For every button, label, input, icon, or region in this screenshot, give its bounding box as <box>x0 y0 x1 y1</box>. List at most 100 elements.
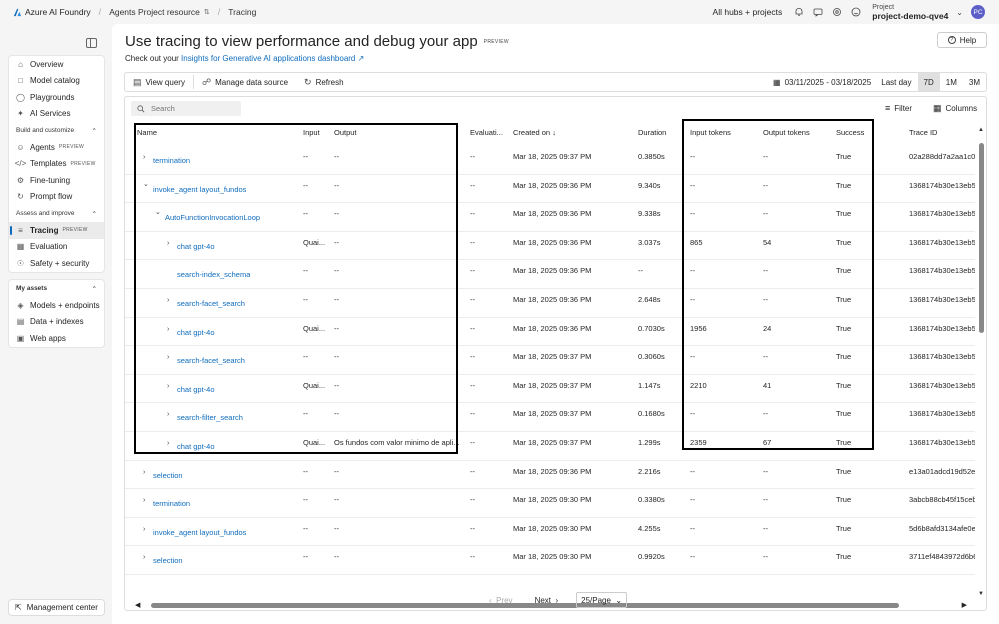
search-box[interactable] <box>131 101 241 116</box>
avatar[interactable]: PC <box>971 5 985 19</box>
table-row[interactable]: ⌄ AutoFunctionInvocationLoop -- -- -- Mar 18,… <box>125 203 975 232</box>
chevron-right-icon[interactable]: › <box>167 239 170 247</box>
header-output[interactable]: Output <box>334 128 357 137</box>
prev-page-button[interactable]: ‹ Prev <box>489 595 513 605</box>
table-row[interactable]: › search-filter_search -- -- -- Mar 18, 2025 … <box>125 403 975 432</box>
chevron-down-icon[interactable]: ⌄ <box>956 7 963 17</box>
table-row[interactable]: › termination -- -- -- Mar 18, 2025 09:37 PM 0… <box>125 146 975 175</box>
table-row[interactable]: › selection -- -- -- Mar 18, 2025 09:30 PM 0.9… <box>125 546 975 575</box>
table-row[interactable]: ⌄ invoke_agent layout_fundos -- -- -- Mar 18,… <box>125 175 975 204</box>
header-duration[interactable]: Duration <box>638 128 667 137</box>
bell-icon[interactable] <box>792 5 806 19</box>
refresh-button[interactable]: ↻ Refresh <box>296 73 352 91</box>
header-evaluation[interactable]: Evaluati... <box>470 128 503 137</box>
filter-button[interactable]: ≡ Filter <box>885 103 912 113</box>
page-size-select[interactable]: 25/Page ⌄ <box>576 592 628 608</box>
sidebar-item-agents[interactable]: ☺ Agents PREVIEW <box>9 139 104 156</box>
cell-name[interactable]: termination <box>153 156 191 165</box>
chevron-right-icon[interactable]: › <box>167 440 170 447</box>
cell-name[interactable]: chat gpt-4o <box>177 442 215 451</box>
sidebar-item-web-apps[interactable]: ▣ Web apps <box>9 330 104 347</box>
cell-name[interactable]: chat gpt-4o <box>177 241 215 251</box>
chevron-down-icon[interactable]: ⌄ <box>143 180 149 188</box>
table-row[interactable]: › chat gpt-4o Quai... -- -- Mar 18, 2025 09:3… <box>125 318 975 347</box>
chevron-right-icon[interactable]: › <box>167 411 170 419</box>
date-range-picker[interactable]: ▦ 03/11/2025 - 03/18/2025 <box>773 73 871 91</box>
cell-name[interactable]: search-index_schema <box>177 270 251 280</box>
chevron-right-icon[interactable]: › <box>143 525 146 533</box>
table-row[interactable]: › search-facet_search -- -- -- Mar 18, 2025 0… <box>125 346 975 375</box>
scroll-right-icon[interactable]: ▶ <box>961 602 967 609</box>
header-success[interactable]: Success <box>836 128 865 137</box>
next-page-button[interactable]: Next › <box>534 595 559 605</box>
columns-button[interactable]: ▦ Columns <box>933 103 977 114</box>
period-7d[interactable]: 7D <box>917 73 940 91</box>
table-row[interactable]: search-index_schema -- -- -- Mar 18, 2025 09… <box>125 260 975 289</box>
smiley-icon[interactable] <box>849 5 863 19</box>
vertical-scroll-thumb[interactable] <box>979 143 984 333</box>
header-name[interactable]: Name <box>137 128 158 137</box>
cell-name[interactable]: invoke_agent layout_fundos <box>153 184 247 194</box>
table-row[interactable]: › termination -- -- -- Mar 18, 2025 09:30 PM 0… <box>125 489 975 518</box>
table-row[interactable]: › chat gpt-4o Quai... Os fundos com valor m… <box>125 432 975 461</box>
scroll-left-icon[interactable]: ◀ <box>135 602 141 609</box>
chevron-right-icon[interactable]: › <box>143 497 146 505</box>
sidebar-item-models-endpoints[interactable]: ◈ Models + endpoints <box>9 297 104 314</box>
cell-name[interactable]: chat gpt-4o <box>177 384 215 394</box>
sidebar-item-templates[interactable]: </> Templates PREVIEW <box>9 156 104 173</box>
header-trace-id[interactable]: Trace ID <box>909 128 938 137</box>
header-input[interactable]: Input <box>303 128 320 137</box>
cell-name[interactable]: termination <box>153 499 191 509</box>
all-hubs-link[interactable]: All hubs + projects <box>712 7 783 17</box>
cell-name[interactable]: search-filter_search <box>177 413 243 423</box>
table-row[interactable]: › selection -- -- -- Mar 18, 2025 09:36 PM 2.2… <box>125 461 975 490</box>
scroll-up-icon[interactable]: ▲ <box>978 127 984 133</box>
cell-name[interactable]: search-facet_search <box>177 299 245 308</box>
search-input[interactable] <box>151 104 241 113</box>
sidebar-item-model-catalog[interactable]: □ Model catalog <box>9 73 104 90</box>
cell-name[interactable]: invoke_agent layout_fundos <box>153 527 247 537</box>
sidebar-item-overview[interactable]: ⌂ Overview <box>9 56 104 73</box>
chevron-down-icon[interactable]: ⌄ <box>155 209 161 217</box>
period-last-day[interactable]: Last day <box>881 77 912 87</box>
sidebar-item-safety[interactable]: ☉ Safety + security <box>9 255 104 272</box>
sidebar-item-playgrounds[interactable]: ◯ Playgrounds <box>9 89 104 106</box>
cell-name[interactable]: chat gpt-4o <box>177 327 215 337</box>
chevron-right-icon[interactable]: › <box>167 354 170 362</box>
manage-data-source-button[interactable]: ☍ Manage data source <box>194 73 296 91</box>
header-created-on[interactable]: Created on ↓ <box>513 128 556 137</box>
period-3m[interactable]: 3M <box>968 77 980 87</box>
collapse-sidebar-icon[interactable] <box>86 38 97 48</box>
sidebar-item-fine-tuning[interactable]: ⚙ Fine-tuning <box>9 172 104 189</box>
cell-name[interactable]: selection <box>153 556 183 566</box>
horizontal-scroll-thumb[interactable] <box>151 603 899 608</box>
header-output-tokens[interactable]: Output tokens <box>763 128 810 137</box>
period-1m[interactable]: 1M <box>945 77 957 87</box>
gear-icon[interactable] <box>830 5 844 19</box>
sidebar-item-evaluation[interactable]: ▦ Evaluation <box>9 239 104 256</box>
chevron-right-icon[interactable]: › <box>167 325 170 333</box>
cell-name[interactable]: selection <box>153 470 183 480</box>
sidebar-item-prompt-flow[interactable]: ↻ Prompt flow <box>9 189 104 206</box>
table-row[interactable]: › chat gpt-4o Quai... -- -- Mar 18, 2025 09:3… <box>125 232 975 261</box>
horizontal-scrollbar[interactable]: ◀ ▶ <box>135 601 967 610</box>
help-button[interactable]: ? Help <box>937 32 987 48</box>
table-row[interactable]: › chat gpt-4o Quai... -- -- Mar 18, 2025 09:3… <box>125 375 975 404</box>
cell-name[interactable]: search-facet_search <box>177 356 245 366</box>
chevron-right-icon[interactable]: › <box>143 468 146 476</box>
management-center-button[interactable]: ⇱ Management center <box>8 599 105 616</box>
sidebar-item-ai-services[interactable]: ✦ AI Services <box>9 106 104 123</box>
nav-header-build[interactable]: Build and customize ⌃ <box>9 122 104 139</box>
table-row[interactable]: › search-facet_search -- -- -- Mar 18, 2025 0… <box>125 289 975 318</box>
brand-logo[interactable]: Azure AI Foundry <box>13 7 91 17</box>
sidebar-item-data-indexes[interactable]: ▤ Data + indexes <box>9 314 104 331</box>
breadcrumb-resource[interactable]: Agents Project resource ⇅ <box>109 7 210 17</box>
nav-header-assess[interactable]: Assess and improve ⌃ <box>9 205 104 222</box>
sidebar-item-tracing[interactable]: ≡ Tracing PREVIEW <box>9 222 104 239</box>
chevron-right-icon[interactable]: › <box>167 382 170 390</box>
chevron-right-icon[interactable]: › <box>143 154 146 161</box>
project-selector[interactable]: Project project-demo-qve4 <box>872 3 948 21</box>
chevron-right-icon[interactable]: › <box>167 297 170 304</box>
chevron-right-icon[interactable]: › <box>143 554 146 562</box>
view-query-button[interactable]: ▤ View query <box>125 73 193 91</box>
